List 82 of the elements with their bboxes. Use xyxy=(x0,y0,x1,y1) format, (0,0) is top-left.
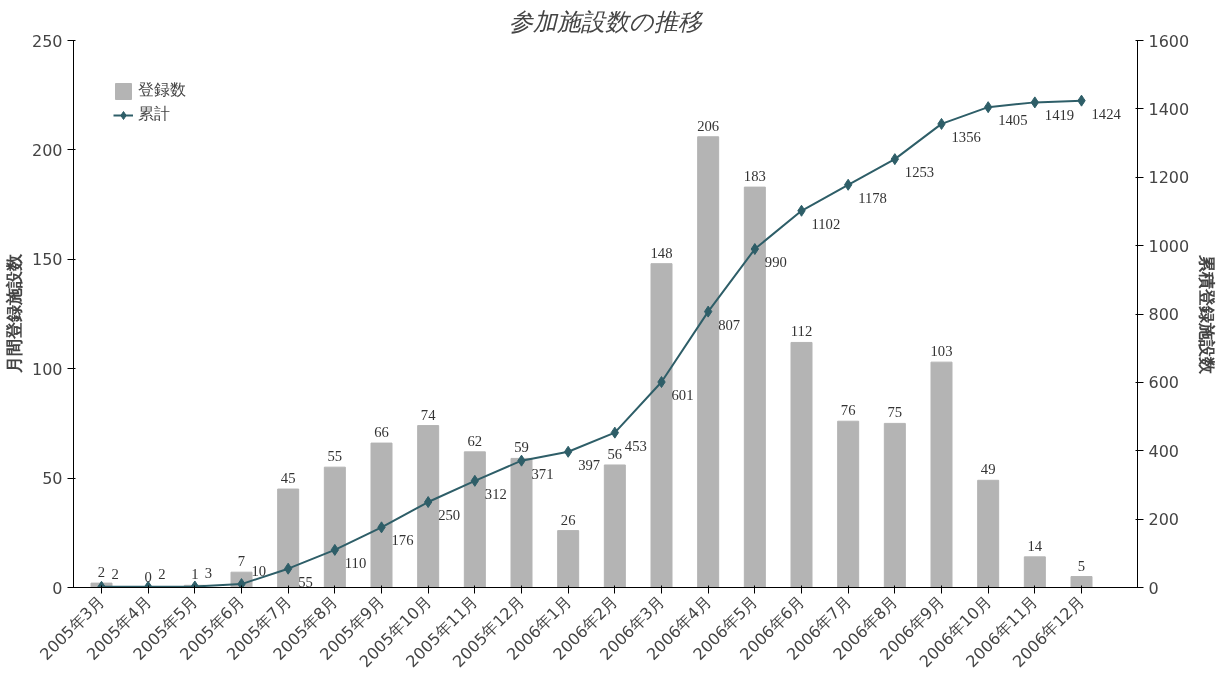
data-label: 990 xyxy=(764,254,787,271)
legend-label: 登録数 xyxy=(138,80,186,101)
bar xyxy=(1070,576,1093,588)
bar xyxy=(697,136,720,588)
y-tick-label: 150 xyxy=(31,250,63,270)
y-tick-label: 0 xyxy=(52,578,63,598)
chart-title: 参加施設数の推移 xyxy=(509,7,704,36)
data-label: 2 xyxy=(158,565,166,582)
data-label: 453 xyxy=(624,437,647,454)
data-label: 5 xyxy=(1077,557,1086,574)
data-label: 2 xyxy=(97,564,106,581)
data-label: 0 xyxy=(144,568,152,585)
bar xyxy=(743,186,766,588)
data-label: 397 xyxy=(578,456,601,473)
data-label: 56 xyxy=(607,445,623,462)
data-label: 45 xyxy=(280,470,296,487)
bar xyxy=(650,263,673,588)
y2-tick-label: 400 xyxy=(1148,441,1180,461)
data-label: 55 xyxy=(298,573,313,590)
data-label: 312 xyxy=(484,485,507,502)
data-label: 1253 xyxy=(904,164,935,181)
data-label: 110 xyxy=(344,554,367,571)
data-label: 76 xyxy=(840,402,856,419)
data-label: 59 xyxy=(514,439,529,456)
bar xyxy=(463,451,486,588)
y2-tick-label: 200 xyxy=(1148,510,1180,530)
data-label: 601 xyxy=(671,387,694,404)
data-label: 66 xyxy=(374,424,389,441)
y-tick-label: 200 xyxy=(31,140,63,160)
bar xyxy=(1023,556,1046,588)
data-label: 371 xyxy=(531,465,554,482)
y-tick-label: 100 xyxy=(31,359,63,379)
bar xyxy=(883,422,906,588)
bar xyxy=(603,464,626,588)
bar xyxy=(930,361,953,588)
data-label: 807 xyxy=(718,316,741,333)
bar xyxy=(277,488,300,588)
bar xyxy=(323,466,346,588)
data-label: 148 xyxy=(650,244,673,261)
data-label: 3 xyxy=(204,565,213,582)
data-label: 1102 xyxy=(811,215,841,232)
y-tick-label: 50 xyxy=(42,469,63,489)
data-label: 183 xyxy=(743,168,766,185)
y2-tick-label: 1200 xyxy=(1148,168,1190,188)
data-label: 1405 xyxy=(998,112,1028,129)
bar xyxy=(790,341,813,588)
data-label: 1419 xyxy=(1044,107,1075,124)
bar xyxy=(417,425,440,588)
data-label: 1178 xyxy=(858,189,887,206)
y-tick-label: 250 xyxy=(31,31,63,51)
y2-tick-label: 1000 xyxy=(1148,236,1190,256)
bar xyxy=(510,457,533,588)
data-label: 112 xyxy=(790,323,813,340)
bar xyxy=(557,530,580,588)
data-label: 62 xyxy=(467,432,483,449)
y2-tick-label: 800 xyxy=(1148,305,1180,324)
data-label: 75 xyxy=(887,404,903,421)
y2-axis-title: 累積登録施設数 xyxy=(1197,253,1218,375)
legend-label: 累計 xyxy=(138,104,170,125)
bar xyxy=(977,479,1000,588)
data-label: 14 xyxy=(1027,537,1043,554)
y2-tick-label: 0 xyxy=(1148,578,1159,598)
y2-tick-label: 1600 xyxy=(1148,31,1190,51)
data-label: 2 xyxy=(111,565,119,582)
bar xyxy=(370,442,393,588)
data-label: 55 xyxy=(327,448,343,465)
data-label: 103 xyxy=(930,343,953,360)
y2-tick-label: 600 xyxy=(1148,373,1180,393)
data-label: 1 xyxy=(191,566,199,583)
data-label: 10 xyxy=(251,563,267,580)
data-label: 74 xyxy=(420,406,437,423)
data-label: 1424 xyxy=(1091,105,1122,122)
data-label: 176 xyxy=(391,532,414,549)
y-axis-title: 月間登録施設数 xyxy=(3,253,24,375)
data-label: 1356 xyxy=(951,128,981,145)
data-label: 250 xyxy=(438,507,461,524)
data-label: 49 xyxy=(980,461,996,478)
data-label: 206 xyxy=(697,117,720,134)
bar xyxy=(837,420,860,588)
data-label: 26 xyxy=(560,511,576,528)
y2-tick-label: 1400 xyxy=(1148,99,1190,119)
data-label: 7 xyxy=(237,553,246,570)
